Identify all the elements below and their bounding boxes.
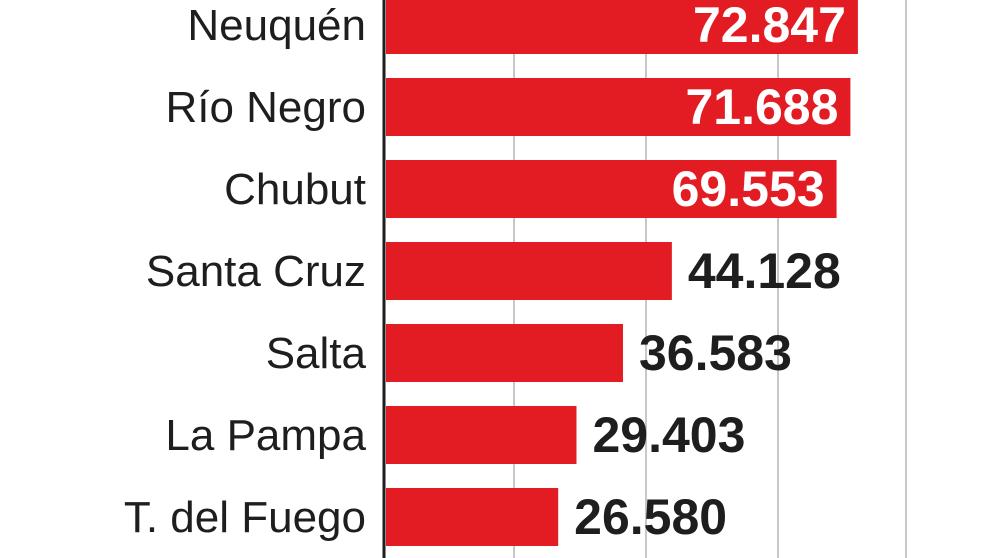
value-labels: 72.847 71.688 69.553 44.128 36.583 29.403 26.5… [574, 0, 846, 545]
value-label: 72.847 [693, 0, 846, 53]
category-labels: Neuquén Río Negro Chubut Santa Cruz Salta La … [124, 1, 367, 542]
bar [386, 488, 559, 546]
category-label: Salta [266, 329, 367, 378]
bar [386, 160, 837, 218]
value-label: 71.688 [685, 79, 838, 135]
bar [386, 406, 577, 464]
category-label: Neuquén [187, 1, 366, 50]
bar [386, 78, 851, 136]
bar [386, 242, 672, 300]
value-label: 69.553 [672, 161, 825, 217]
value-label: 26.580 [574, 489, 727, 545]
category-label: Santa Cruz [146, 247, 366, 296]
category-label: Río Negro [165, 83, 366, 132]
category-label: Chubut [224, 165, 366, 214]
bar [386, 324, 623, 382]
value-label: 29.403 [592, 407, 745, 463]
bars [386, 0, 858, 546]
value-label: 36.583 [639, 325, 792, 381]
value-label: 44.128 [688, 243, 841, 299]
category-label: T. del Fuego [124, 493, 366, 542]
category-label: La Pampa [165, 411, 366, 460]
bar [386, 0, 858, 54]
